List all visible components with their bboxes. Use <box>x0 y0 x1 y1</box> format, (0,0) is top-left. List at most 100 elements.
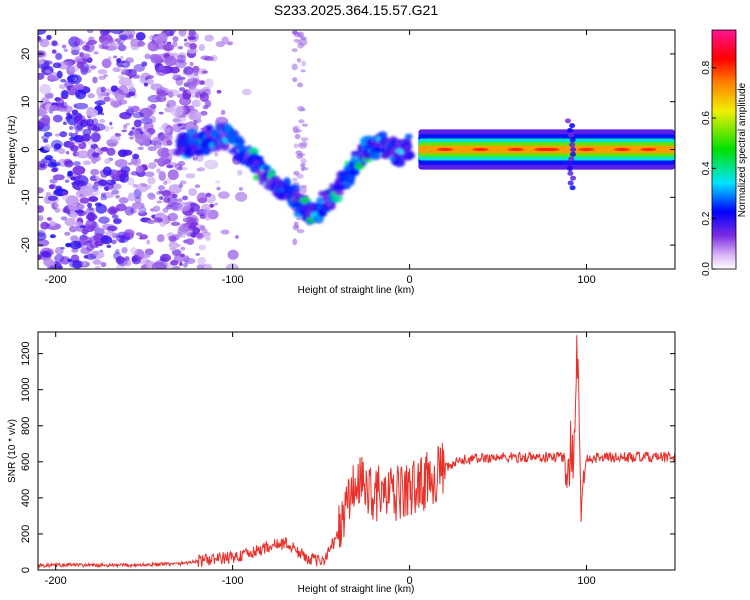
heatmap-noise-blob <box>90 65 97 69</box>
heatmap-noise-blob <box>300 69 306 73</box>
heatmap-noise-blob <box>128 91 136 97</box>
heatmap-noise-blob <box>65 150 70 155</box>
colorbar-gradient <box>711 29 737 270</box>
snr-data-point <box>621 457 623 459</box>
heatmap-noise-blob <box>43 131 53 137</box>
heatmap-noise-blob <box>185 238 195 245</box>
heatmap-noise-blob <box>157 147 171 158</box>
heatmap-x-ticks: -200 -100 0 100 <box>45 30 596 286</box>
heatmap-noise-blob <box>148 162 157 169</box>
snr-data-point <box>586 457 588 459</box>
heatmap-noise-blob <box>127 105 132 108</box>
heatmap-noise-blob <box>146 75 154 79</box>
heatmap-noise-blob <box>60 246 65 250</box>
heatmap-noise-blob <box>80 66 89 75</box>
heatmap-noise-blob <box>112 67 122 73</box>
heatmap-noise-blob <box>200 110 208 116</box>
snr-data-point <box>338 533 340 535</box>
heatmap-noise-blob <box>47 195 58 201</box>
heatmap-y-ticks: -20 -10 0 10 20 <box>20 48 675 253</box>
heatmap-noise-blob <box>301 123 309 127</box>
heatmap-noise-blob <box>131 202 145 210</box>
heatmap-noise-blob <box>116 58 122 64</box>
heatmap-noise-blob <box>95 175 100 180</box>
heatmap-noise-blob <box>296 39 302 45</box>
heatmap-y-tick-label: -10 <box>20 189 32 205</box>
heatmap-noise-blob <box>38 72 45 80</box>
heatmap-ridge-layer <box>173 122 415 226</box>
heatmap-noise-blob <box>137 40 146 47</box>
heatmap-noise-blob <box>147 40 159 52</box>
heatmap-noise-blob <box>90 132 101 143</box>
heatmap-noise-blob <box>73 115 83 122</box>
heatmap-noise-blob <box>100 192 115 199</box>
heatmap-noise-blob <box>62 121 66 124</box>
heatmap-noise-blob <box>207 209 219 220</box>
heatmap-noise-blob <box>69 125 74 130</box>
heatmap-noise-blob <box>109 170 119 177</box>
heatmap-disturbance-blob <box>564 118 571 124</box>
heatmap-disturbance-blob <box>569 137 576 143</box>
heatmap-noise-blob <box>205 192 212 198</box>
heatmap-noise-blob <box>44 60 53 65</box>
heatmap-noise-blob <box>159 196 164 200</box>
heatmap-noise-blob <box>174 163 179 166</box>
heatmap-noise-blob <box>214 180 221 184</box>
heatmap-noise-blob <box>168 235 177 242</box>
heatmap-noise-blob <box>300 184 308 189</box>
heatmap-noise-blob <box>156 32 168 42</box>
heatmap-ridge-blob <box>393 158 406 168</box>
heatmap-noise-blob <box>115 203 127 212</box>
heatmap-noise-blob <box>166 41 172 45</box>
heatmap-noise-blob <box>129 130 134 137</box>
snr-data-point <box>267 546 269 548</box>
heatmap-noise-blob <box>199 80 205 85</box>
heatmap-noise-blob <box>294 133 301 140</box>
heatmap-noise-blob <box>99 30 111 36</box>
heatmap-noise-blob <box>61 44 67 49</box>
heatmap-noise-blob <box>295 217 304 221</box>
heatmap-disturbance-blob <box>567 170 574 176</box>
heatmap-noise-blob <box>301 60 307 67</box>
snr-data-point <box>462 459 464 461</box>
heatmap-noise-blob <box>300 140 308 148</box>
heatmap-noise-blob <box>137 146 144 151</box>
colorbar-label: Normalized spectral amplitude <box>737 82 748 217</box>
heatmap-noise-blob <box>50 161 61 167</box>
heatmap-noise-blob <box>39 38 50 48</box>
heatmap-noise-blob <box>166 139 173 146</box>
heatmap-noise-blob <box>109 40 115 46</box>
heatmap-noise-blob <box>128 86 136 96</box>
heatmap-noise-blob <box>185 173 196 179</box>
heatmap-noise-blob <box>38 59 45 65</box>
heatmap-noise-blob <box>64 80 74 88</box>
heatmap-noise-blob <box>109 126 114 130</box>
heatmap-noise-blob <box>70 145 79 152</box>
heatmap-noise-blob <box>59 256 71 265</box>
heatmap-noise-blob <box>38 255 42 261</box>
heatmap-ridge-blob <box>177 132 190 139</box>
heatmap-noise-blob <box>41 114 51 125</box>
heatmap-noise-blob <box>187 36 197 41</box>
snr-data-point <box>391 495 393 497</box>
heatmap-noise-blob <box>156 200 163 204</box>
heatmap-noise-blob <box>168 184 182 194</box>
heatmap-noise-blob <box>121 246 128 254</box>
heatmap-noise-blob <box>75 203 85 210</box>
heatmap-noise-blob <box>94 265 101 269</box>
heatmap-noise-blob <box>168 241 179 249</box>
heatmap-noise-blob <box>299 107 306 112</box>
heatmap-noise-blob <box>70 46 81 53</box>
heatmap-noise-blob <box>178 87 186 92</box>
heatmap-noise-blob <box>169 30 175 36</box>
heatmap-noise-blob <box>101 58 112 69</box>
heatmap-noise-blob <box>181 76 186 80</box>
snr-data-point <box>550 457 552 459</box>
colorbar-tick-label: 0.6 <box>701 111 712 125</box>
heatmap-disturbance-blob <box>566 166 573 172</box>
snr-data-point <box>179 563 181 565</box>
heatmap-noise-blob <box>202 208 210 214</box>
heatmap-noise-blob <box>113 42 120 50</box>
heatmap-noise-blob <box>64 231 71 236</box>
heatmap-noise-blob <box>105 230 115 237</box>
